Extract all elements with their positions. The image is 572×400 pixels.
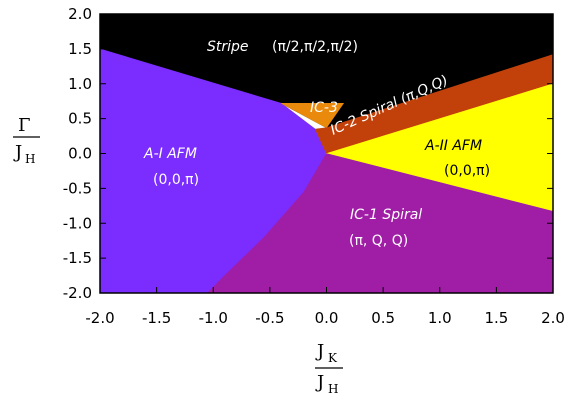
x-tick-label: -1.0 bbox=[199, 309, 228, 327]
a2-afm-label-group: A-II AFM (0,0,π) bbox=[424, 138, 490, 179]
a2-afm-label: A-II AFM bbox=[424, 138, 482, 154]
x-axis-numerator: J bbox=[315, 341, 324, 362]
y-axis-label: Γ J H bbox=[13, 115, 40, 166]
y-tick-label: -2.0 bbox=[63, 284, 92, 302]
y-tick-label: -0.5 bbox=[63, 179, 92, 197]
x-tick-label: 2.0 bbox=[541, 309, 565, 327]
a1-afm-wavevector-label: (0,0,π) bbox=[153, 172, 199, 188]
a1-afm-label: A-I AFM bbox=[143, 146, 197, 162]
a1-afm-label-group: A-I AFM (0,0,π) bbox=[143, 146, 199, 188]
x-tick-label: -1.5 bbox=[142, 309, 171, 327]
y-axis-denominator: J bbox=[13, 142, 22, 163]
phase-regions bbox=[99, 13, 554, 294]
x-tick-label: 1.0 bbox=[428, 309, 452, 327]
ic3-label: IC-3 bbox=[310, 100, 338, 116]
x-tick-label: -2.0 bbox=[85, 309, 114, 327]
y-tick-label: 1.5 bbox=[68, 40, 92, 58]
x-tick-label: 0.5 bbox=[371, 309, 395, 327]
ic1-spiral-label-group: IC-1 Spiral (π, Q, Q) bbox=[349, 207, 422, 249]
stripe-wavevector-label: (π/2,π/2,π/2) bbox=[272, 39, 358, 55]
x-axis-label: J K J H bbox=[315, 341, 343, 396]
x-axis-denominator: J bbox=[315, 372, 324, 393]
x-axis-denominator-sub: H bbox=[328, 382, 338, 396]
axis-ticks: -2.0 -1.5 -1.0 -0.5 0.0 0.5 1.0 1.5 2.0 2.0 1.5 1.0… bbox=[63, 5, 565, 327]
region-ic-3 bbox=[281, 103, 345, 129]
ic1-spiral-wavevector-label: (π, Q, Q) bbox=[349, 233, 408, 249]
stripe-label-group: Stripe (π/2,π/2,π/2) bbox=[207, 39, 358, 55]
ic1-spiral-label: IC-1 Spiral bbox=[350, 207, 422, 223]
x-tick-label: 0.0 bbox=[315, 309, 339, 327]
stripe-label: Stripe bbox=[207, 39, 249, 55]
a2-afm-wavevector-label: (0,0,π) bbox=[444, 163, 490, 179]
y-axis-denominator-sub: H bbox=[25, 152, 35, 166]
y-tick-label: -1.5 bbox=[63, 249, 92, 267]
y-tick-label: 2.0 bbox=[68, 5, 92, 23]
y-tick-label: 0.0 bbox=[68, 145, 92, 163]
y-tick-label: 0.5 bbox=[68, 110, 92, 128]
y-axis-numerator: Γ bbox=[18, 115, 31, 136]
y-tick-label: 1.0 bbox=[68, 75, 92, 93]
x-tick-label: -0.5 bbox=[255, 309, 284, 327]
x-tick-label: 1.5 bbox=[484, 309, 508, 327]
y-tick-label: -1.0 bbox=[63, 214, 92, 232]
x-axis-numerator-sub: K bbox=[328, 351, 338, 365]
